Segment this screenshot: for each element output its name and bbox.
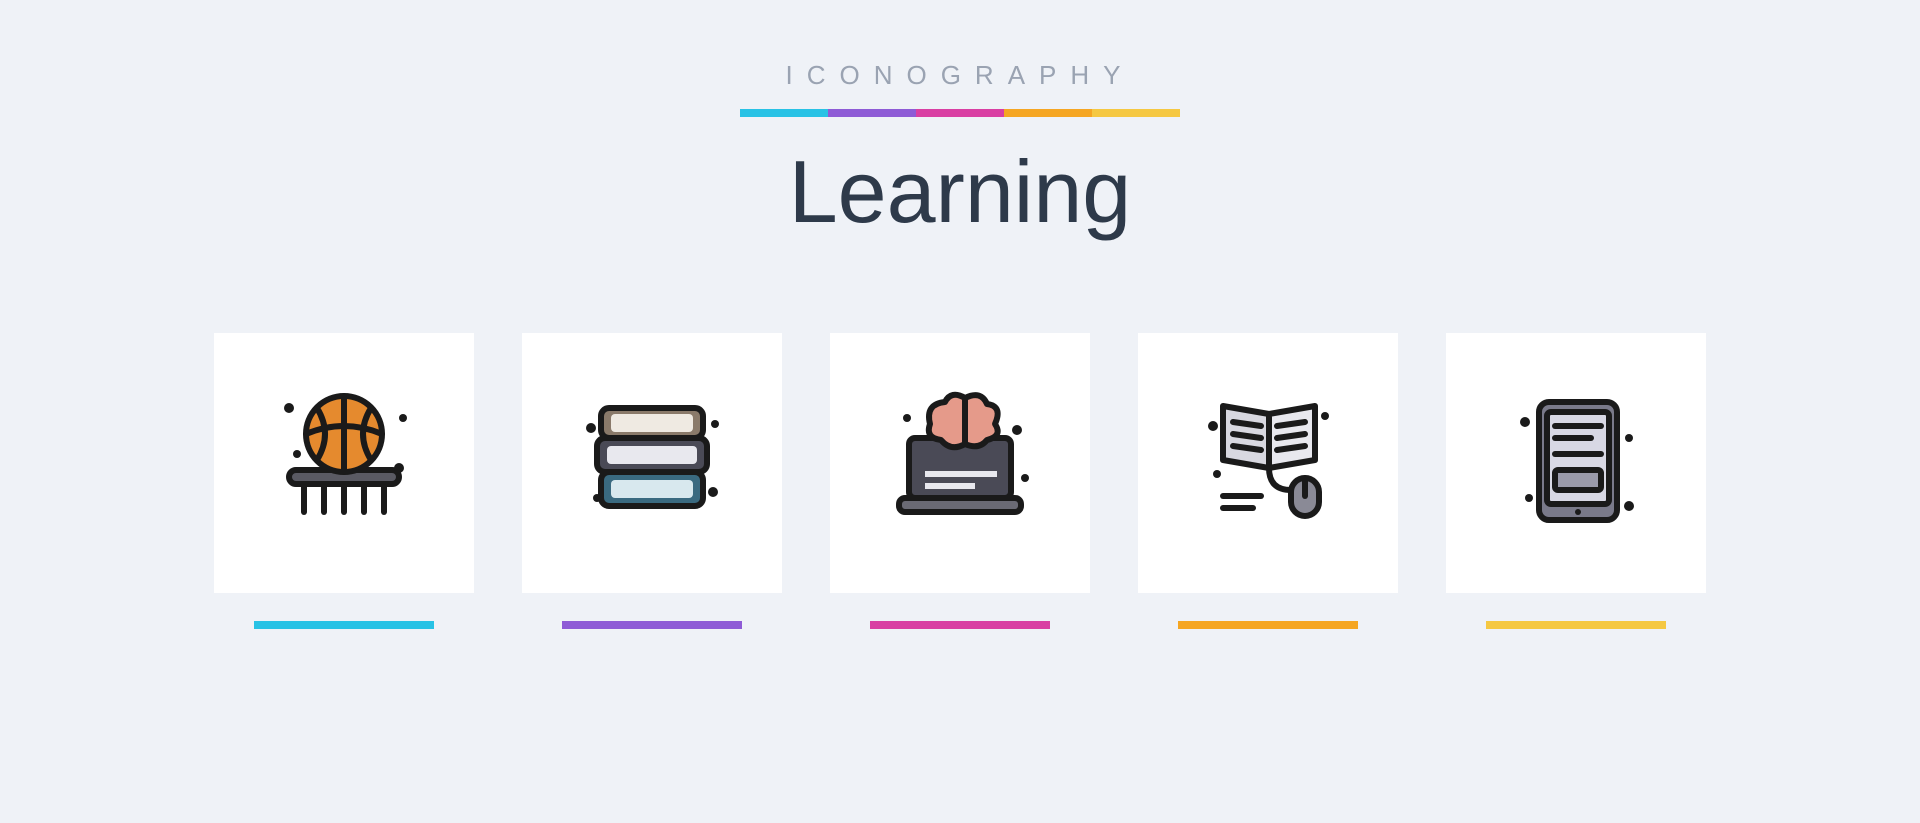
tablet-document-icon [1491,378,1661,548]
accent-row [0,109,1920,117]
basketball-sport-icon [259,378,429,548]
icon-tile [1446,333,1706,593]
card-underline [1486,621,1666,629]
accent-bar-purple [828,109,916,117]
accent-bar-pink [916,109,1004,117]
icon-card [1446,333,1706,629]
header: ICONOGRAPHY Learning [0,0,1920,243]
icon-tile [214,333,474,593]
card-underline [870,621,1050,629]
icon-card [830,333,1090,629]
icon-card [214,333,474,629]
card-underline [1178,621,1358,629]
icon-card [1138,333,1398,629]
accent-bar-orange [1004,109,1092,117]
accent-bar-cyan [740,109,828,117]
card-underline [562,621,742,629]
page-title: Learning [0,141,1920,243]
accent-bar-yellow [1092,109,1180,117]
laptop-brain-icon [875,378,1045,548]
icon-card [522,333,782,629]
card-underline [254,621,434,629]
kicker-text: ICONOGRAPHY [0,60,1920,91]
icon-tile [1138,333,1398,593]
books-stack-icon [567,378,737,548]
icon-card-row [0,333,1920,629]
icon-tile [830,333,1090,593]
ebook-mouse-icon [1183,378,1353,548]
icon-tile [522,333,782,593]
